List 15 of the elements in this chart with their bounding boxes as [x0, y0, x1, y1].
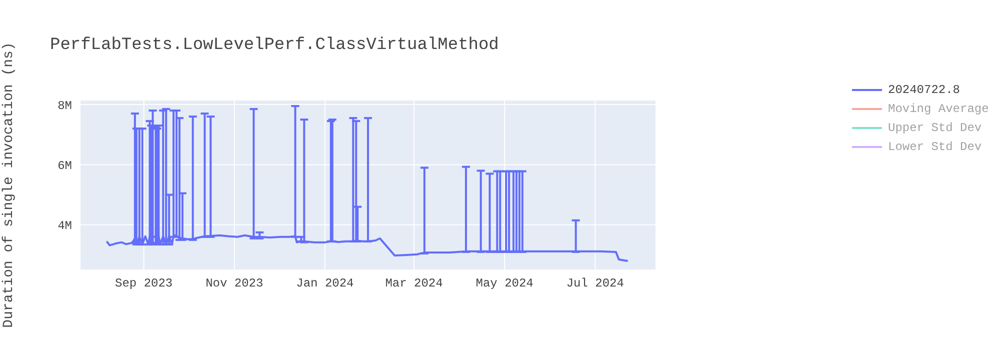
x-tick-label: Jul 2024: [566, 276, 624, 291]
y-axis-title: Duration of single invocation (ns): [0, 42, 17, 328]
x-tick-label: Jan 2024: [296, 276, 354, 291]
legend-label: Upper Std Dev: [888, 120, 982, 134]
x-tick-label: Nov 2023: [206, 276, 264, 291]
legend-label: Moving Average: [888, 102, 989, 116]
y-tick-label: 4M: [58, 219, 72, 234]
chart-title: PerfLabTests.LowLevelPerf.ClassVirtualMethod: [50, 36, 499, 55]
x-tick-label: Sep 2023: [115, 276, 173, 291]
x-tick-label: Mar 2024: [385, 276, 443, 291]
y-tick-label: 8M: [58, 98, 72, 113]
legend-label: Lower Std Dev: [888, 140, 982, 154]
x-tick-label: May 2024: [476, 276, 534, 291]
legend-label: 20240722.8: [888, 82, 960, 96]
y-tick-label: 6M: [58, 158, 72, 173]
